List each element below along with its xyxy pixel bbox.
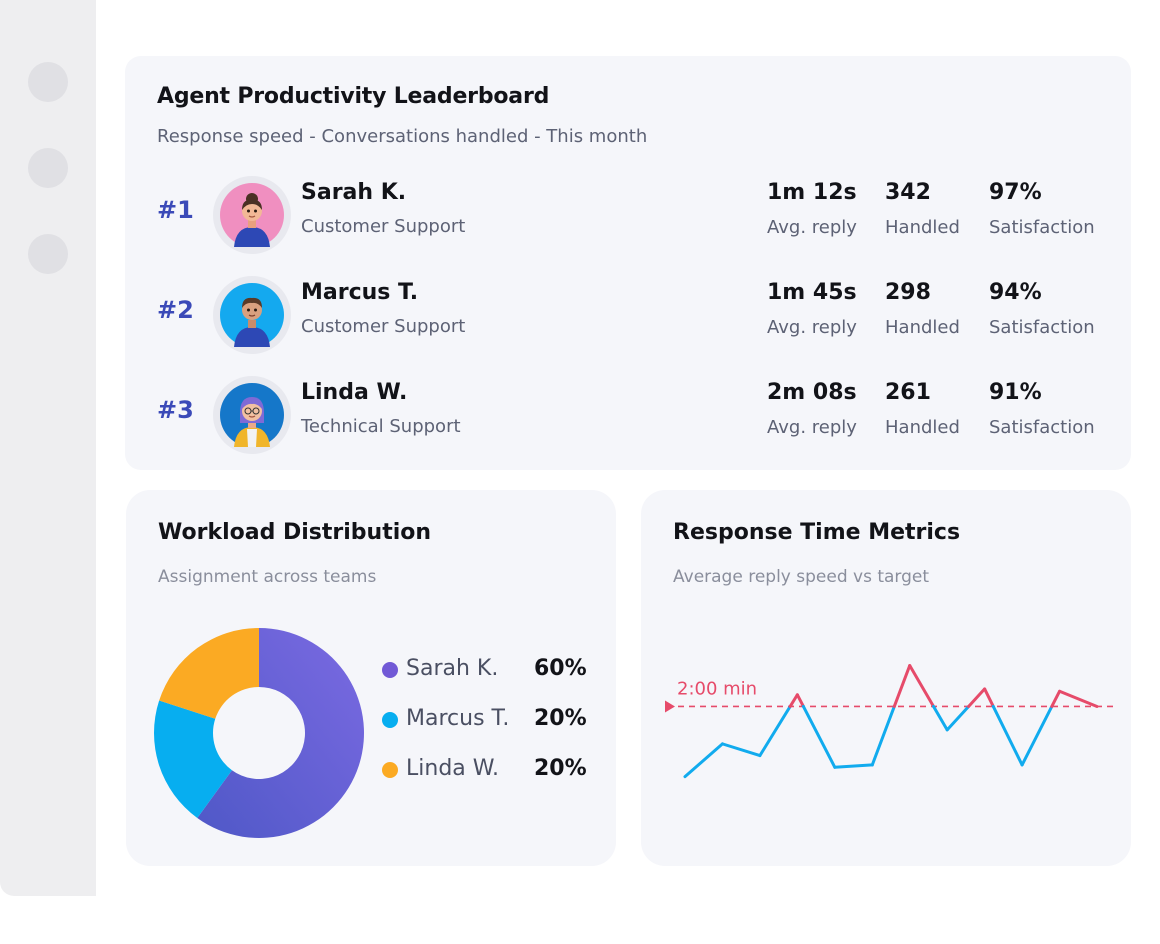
legend-label: Marcus T. [406, 706, 510, 731]
sidebar-nav-dot[interactable] [28, 234, 68, 274]
avg-reply-value: 1m 45s [767, 280, 857, 305]
sidebar-nav-dot[interactable] [28, 62, 68, 102]
legend-dot [382, 712, 398, 728]
leaderboard-card: Agent Productivity Leaderboard Response … [125, 56, 1131, 470]
legend-dot [382, 762, 398, 778]
agent-team: Customer Support [301, 316, 466, 337]
response-time-title: Response Time Metrics [673, 520, 961, 545]
avatar [213, 276, 291, 354]
handled-value: 342 [885, 180, 931, 205]
legend-value: 60% [534, 656, 587, 681]
line-segment-below-target [720, 742, 762, 758]
donut-slice-linda-w [159, 628, 259, 719]
satisfaction-stat: 94% Satisfaction [989, 280, 1095, 338]
satisfaction-label: Satisfaction [989, 417, 1095, 438]
satisfaction-label: Satisfaction [989, 217, 1095, 238]
avatar [213, 376, 291, 454]
line-segment-below-target [801, 704, 837, 769]
agent-name: Linda W. [301, 380, 408, 405]
agent-team: Customer Support [301, 216, 466, 237]
avatar-woman-glasses-icon [220, 383, 284, 447]
avg-reply-label: Avg. reply [767, 317, 857, 338]
leaderboard-title: Agent Productivity Leaderboard [157, 84, 550, 109]
donut-slice-sarah-k [197, 628, 364, 838]
avatar-man-icon [220, 283, 284, 347]
legend-item: Marcus T. 20% [382, 706, 592, 756]
rank-label: #1 [157, 196, 194, 224]
legend-value: 20% [534, 706, 587, 731]
legend-item: Linda W. 20% [382, 756, 592, 806]
satisfaction-value: 94% [989, 280, 1042, 305]
line-segment-below-target [833, 763, 874, 769]
line-segment-above-target [788, 693, 799, 708]
legend-dot [382, 662, 398, 678]
handled-label: Handled [885, 217, 960, 238]
sidebar [0, 0, 96, 896]
line-segment-above-target [1058, 689, 1099, 708]
legend-value: 20% [534, 756, 587, 781]
handled-value: 261 [885, 380, 931, 405]
line-segment-below-target [683, 742, 724, 779]
line-segment-above-target [892, 664, 912, 708]
rank-label: #3 [157, 396, 194, 424]
line-segment-above-target [1050, 689, 1062, 708]
line-segment-below-target [945, 704, 971, 732]
avg-reply-stat: 2m 08s Avg. reply [767, 380, 857, 438]
workload-title: Workload Distribution [158, 520, 432, 545]
legend-label: Linda W. [406, 756, 499, 781]
handled-label: Handled [885, 417, 960, 438]
avg-reply-stat: 1m 45s Avg. reply [767, 280, 857, 338]
handled-stat: 342 Handled [885, 180, 960, 238]
satisfaction-label: Satisfaction [989, 317, 1095, 338]
leaderboard-row[interactable]: #3 Linda W. Technical Support 2m 08s Avg… [125, 374, 1131, 464]
workload-card: Workload Distribution Assignment across … [126, 490, 616, 866]
handled-stat: 298 Handled [885, 280, 960, 338]
avatar-woman-icon [220, 183, 284, 247]
rank-label: #2 [157, 296, 194, 324]
line-segment-above-target [908, 664, 936, 708]
response-time-card: Response Time Metrics Average reply spee… [641, 490, 1131, 866]
line-segment-below-target [1020, 704, 1054, 767]
sidebar-nav-dot[interactable] [28, 148, 68, 188]
avg-reply-value: 2m 08s [767, 380, 857, 405]
handled-value: 298 [885, 280, 931, 305]
satisfaction-stat: 91% Satisfaction [989, 380, 1095, 438]
target-marker [665, 700, 675, 713]
handled-label: Handled [885, 317, 960, 338]
avg-reply-value: 1m 12s [767, 180, 857, 205]
line-segment-below-target [758, 704, 792, 758]
target-label: 2:00 min [677, 678, 757, 699]
line-segment-below-target [991, 704, 1024, 767]
agent-name: Sarah K. [301, 180, 407, 205]
donut-chart [154, 628, 364, 838]
leaderboard-row[interactable]: #1 Sarah K. Customer Support 1m 12s Avg.… [125, 174, 1131, 264]
legend-item: Sarah K. 60% [382, 656, 592, 706]
agent-name: Marcus T. [301, 280, 419, 305]
legend-label: Sarah K. [406, 656, 499, 681]
handled-stat: 261 Handled [885, 380, 960, 438]
donut-slice-marcus-t [154, 700, 232, 818]
avatar [213, 176, 291, 254]
leaderboard-subtitle: Response speed - Conversations handled -… [157, 126, 648, 147]
avg-reply-stat: 1m 12s Avg. reply [767, 180, 857, 238]
line-segment-above-target [967, 687, 987, 708]
satisfaction-value: 91% [989, 380, 1042, 405]
response-time-subtitle: Average reply speed vs target [673, 567, 930, 587]
line-segment-above-target [795, 693, 805, 708]
satisfaction-stat: 97% Satisfaction [989, 180, 1095, 238]
line-segment-below-target [870, 704, 896, 767]
satisfaction-value: 97% [989, 180, 1042, 205]
leaderboard-row[interactable]: #2 Marcus T. Customer Support 1m 45s Avg… [125, 274, 1131, 364]
response-time-line-chart: 2:00 min [665, 664, 1115, 779]
line-segment-above-target [983, 687, 995, 708]
line-segment-below-target [932, 704, 949, 732]
avg-reply-label: Avg. reply [767, 217, 857, 238]
workload-subtitle: Assignment across teams [158, 567, 377, 587]
avg-reply-label: Avg. reply [767, 417, 857, 438]
donut-legend: Sarah K. 60% Marcus T. 20% Linda W. 20% [382, 656, 592, 806]
agent-team: Technical Support [301, 416, 461, 437]
